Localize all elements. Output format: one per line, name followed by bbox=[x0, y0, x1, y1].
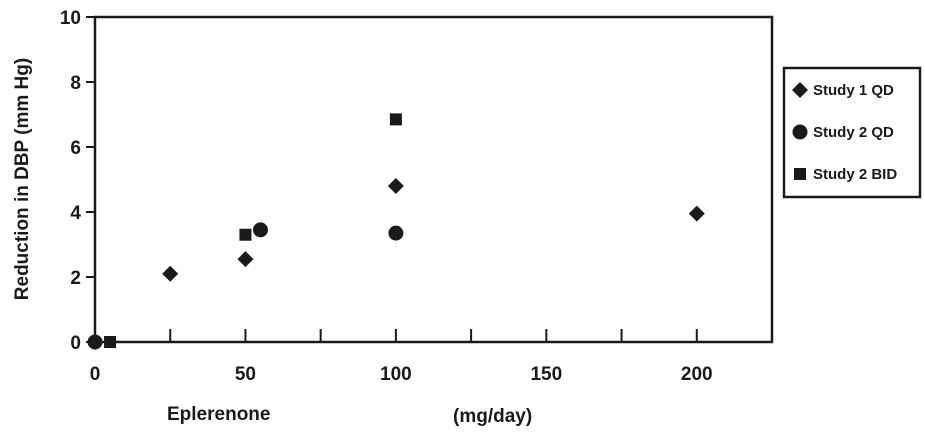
legend-marker-diamond bbox=[792, 82, 808, 98]
legend-marker-circle bbox=[792, 124, 808, 140]
data-point-diamond bbox=[387, 178, 404, 194]
x-tick-label: 0 bbox=[90, 364, 101, 385]
x-tick-label: 200 bbox=[681, 364, 713, 385]
x-tick-label: 100 bbox=[380, 364, 412, 385]
data-point-square bbox=[239, 228, 252, 241]
data-point-circle bbox=[252, 222, 268, 238]
plot-area-frame bbox=[93, 15, 774, 344]
y-axis: 0 2 4 6 8 10 bbox=[60, 8, 95, 354]
data-point-diamond bbox=[237, 251, 254, 268]
y-tick-label: 0 bbox=[70, 333, 81, 354]
y-tick-label: 6 bbox=[70, 138, 81, 159]
data-point-diamond bbox=[688, 205, 705, 222]
legend-label: Study 2 QD bbox=[813, 124, 894, 141]
x-axis: 0 50 100 150 200 bbox=[90, 329, 713, 385]
y-tick-label: 10 bbox=[60, 8, 81, 29]
x-tick-label: 50 bbox=[235, 364, 256, 385]
data-point-circle bbox=[388, 225, 404, 241]
legend-frame bbox=[782, 66, 922, 199]
y-tick-label: 4 bbox=[70, 203, 81, 224]
x-axis-title-left: Eplerenone bbox=[167, 404, 270, 425]
y-tick-label: 8 bbox=[70, 73, 81, 94]
x-axis-title-right: (mg/day) bbox=[453, 406, 532, 427]
data-points bbox=[87, 113, 705, 350]
legend-label: Study 1 QD bbox=[813, 82, 894, 99]
data-point-square bbox=[389, 113, 402, 126]
x-tick-label: 150 bbox=[530, 364, 562, 385]
legend-label: Study 2 BID bbox=[813, 166, 897, 183]
y-axis-title: Reduction in DBP (mm Hg) bbox=[12, 58, 33, 300]
data-point-square bbox=[104, 336, 117, 348]
legend: Study 1 QD Study 2 QD Study 2 BID bbox=[782, 66, 922, 199]
data-point-diamond bbox=[162, 265, 179, 282]
legend-marker-square bbox=[794, 168, 806, 180]
data-point-circle bbox=[87, 334, 103, 350]
y-tick-label: 2 bbox=[70, 268, 81, 289]
